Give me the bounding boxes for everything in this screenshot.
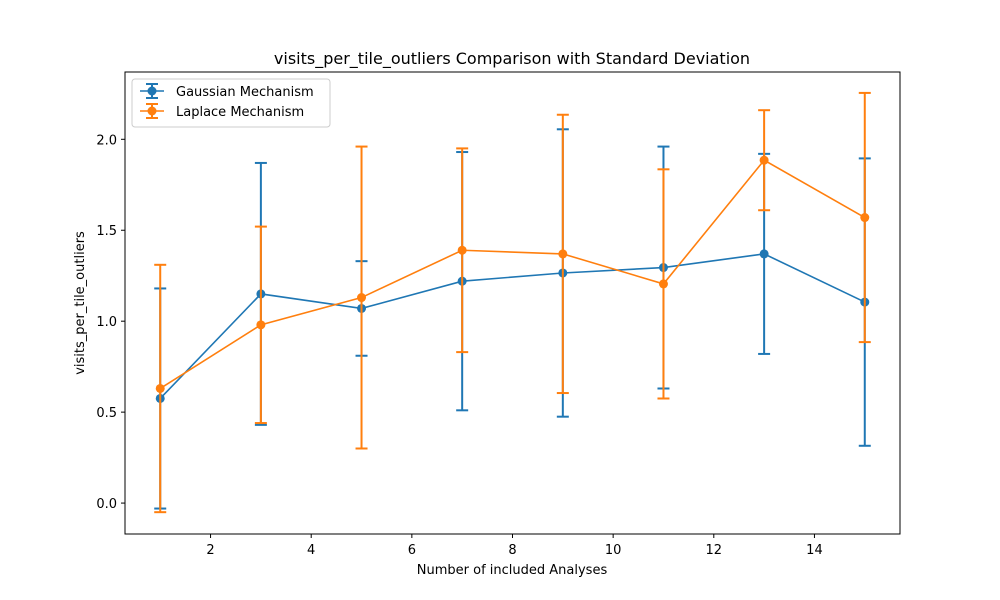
x-tick-label: 6: [408, 543, 416, 558]
y-tick-label: 2.0: [96, 133, 117, 148]
data-point: [759, 155, 769, 165]
y-tick-label: 0.5: [96, 406, 117, 421]
series-line: [159, 253, 866, 400]
legend-box: [131, 78, 331, 128]
y-tick-label: 0.0: [96, 497, 117, 512]
x-tick-label: 8: [508, 543, 516, 558]
data-point: [357, 293, 367, 303]
legend: Gaussian Mechanism Laplace Mechanism: [131, 78, 331, 128]
data-point: [860, 213, 870, 223]
y-axis-title: visits_per_tile_outliers: [73, 231, 88, 375]
data-point: [759, 249, 769, 259]
x-tick-label: 12: [706, 543, 723, 558]
x-tick-label: 4: [307, 543, 315, 558]
chart-title: visits_per_tile_outliers Comparison with…: [274, 49, 750, 69]
y-tick-label: 1.0: [96, 315, 117, 330]
series-laplace-mechanism: [154, 91, 871, 514]
data-point: [558, 249, 568, 259]
data-point: [457, 245, 467, 255]
data-point: [256, 320, 266, 330]
legend-label: Gaussian Mechanism: [176, 85, 314, 100]
legend-label: Laplace Mechanism: [176, 105, 304, 120]
y-axis: 0.0 0.5 1.0 1.5 2.0: [96, 133, 125, 512]
legend-marker: [147, 86, 157, 96]
y-tick-label: 1.5: [96, 224, 117, 239]
x-tick-label: 2: [206, 543, 214, 558]
x-tick-label: 10: [605, 543, 622, 558]
plot-frame: [124, 71, 901, 535]
x-axis-title: Number of included Analyses: [417, 563, 608, 578]
series-line: [159, 159, 866, 390]
legend-marker: [147, 106, 157, 116]
plot-area: [154, 91, 871, 514]
data-point: [658, 279, 668, 289]
data-point: [155, 383, 165, 393]
x-axis: 2 4 6 8 10 12 14: [206, 534, 823, 558]
x-tick-label: 14: [806, 543, 823, 558]
